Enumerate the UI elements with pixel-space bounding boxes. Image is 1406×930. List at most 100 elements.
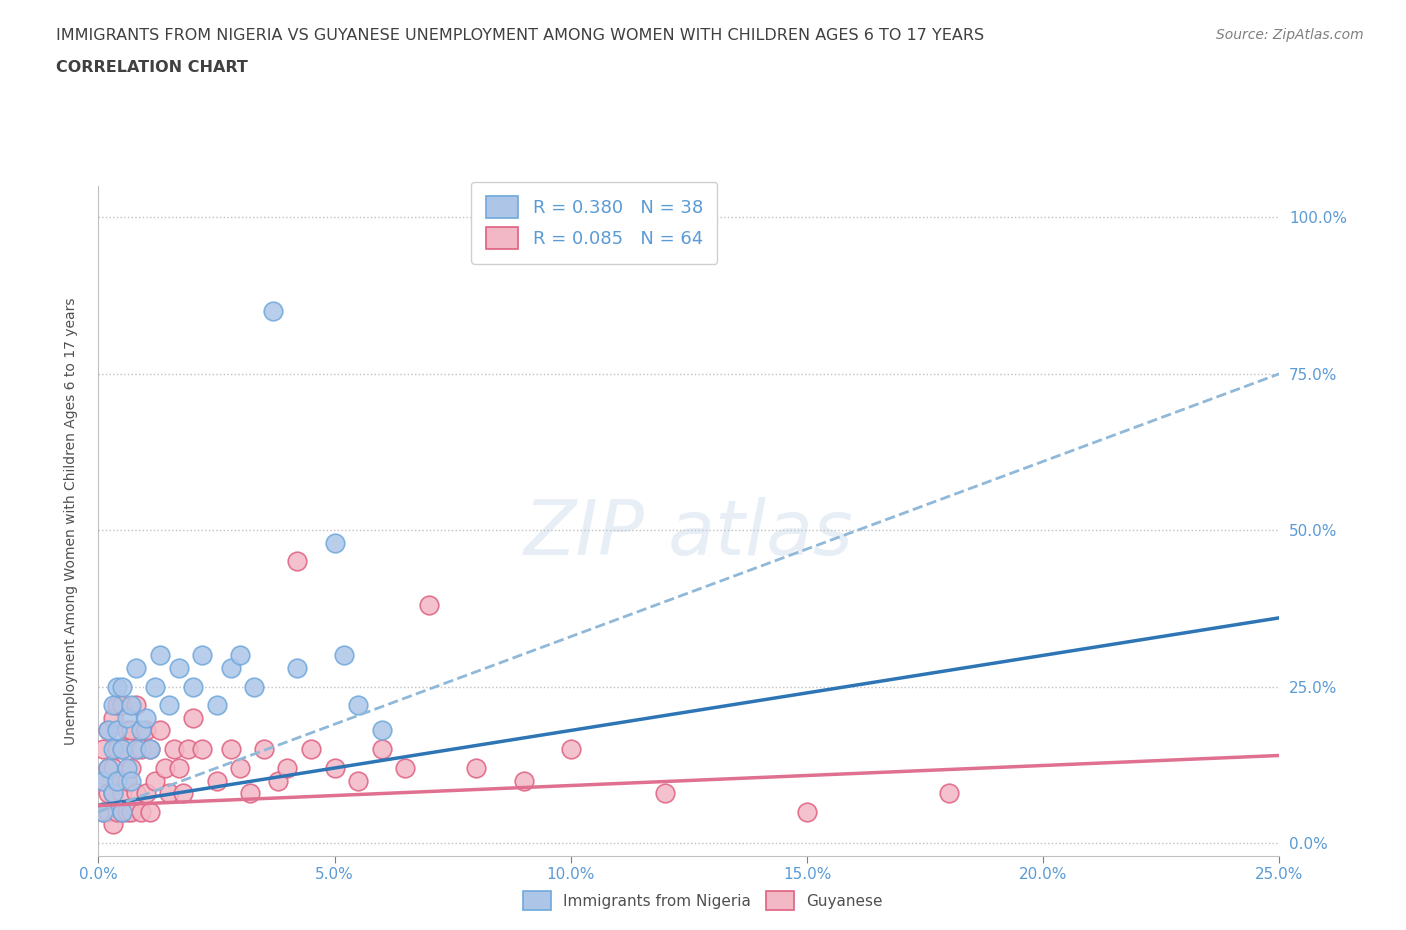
Point <box>101 698 124 713</box>
Point <box>101 786 124 801</box>
Point <box>229 761 252 776</box>
Point <box>121 761 143 776</box>
Point <box>253 742 276 757</box>
Point <box>105 804 128 819</box>
Point <box>121 804 143 819</box>
Point <box>91 773 114 788</box>
Text: Source: ZipAtlas.com: Source: ZipAtlas.com <box>1216 28 1364 42</box>
Point <box>139 804 162 819</box>
Point <box>105 742 128 757</box>
Point <box>205 698 228 713</box>
Point <box>299 742 322 757</box>
Point <box>285 660 308 675</box>
Point <box>135 786 157 801</box>
Point <box>111 679 134 694</box>
Point <box>394 761 416 776</box>
Text: IMMIGRANTS FROM NIGERIA VS GUYANESE UNEMPLOYMENT AMONG WOMEN WITH CHILDREN AGES : IMMIGRANTS FROM NIGERIA VS GUYANESE UNEM… <box>56 28 984 43</box>
Point <box>177 742 200 757</box>
Point <box>91 804 114 819</box>
Point <box>121 773 143 788</box>
Point <box>125 742 148 757</box>
Point <box>323 761 346 776</box>
Point <box>121 723 143 737</box>
Point <box>181 679 204 694</box>
Point <box>938 786 960 801</box>
Point <box>512 773 534 788</box>
Point <box>347 773 370 788</box>
Point <box>135 711 157 725</box>
Point <box>101 761 124 776</box>
Point <box>333 648 356 663</box>
Point <box>105 773 128 788</box>
Point <box>125 660 148 675</box>
Point <box>125 786 148 801</box>
Point <box>111 804 134 819</box>
Point <box>121 698 143 713</box>
Point <box>115 711 138 725</box>
Point <box>243 679 266 694</box>
Text: CORRELATION CHART: CORRELATION CHART <box>56 60 247 75</box>
Text: ZIP atlas: ZIP atlas <box>524 498 853 571</box>
Point <box>172 786 194 801</box>
Point <box>796 804 818 819</box>
Point <box>262 304 284 319</box>
Point <box>205 773 228 788</box>
Point <box>191 648 214 663</box>
Point <box>143 679 166 694</box>
Point <box>267 773 290 788</box>
Point <box>97 804 120 819</box>
Point <box>229 648 252 663</box>
Point <box>371 723 394 737</box>
Legend: Immigrants from Nigeria, Guyanese: Immigrants from Nigeria, Guyanese <box>516 884 890 918</box>
Point <box>371 742 394 757</box>
Point <box>91 742 114 757</box>
Point <box>125 698 148 713</box>
Point <box>149 648 172 663</box>
Point <box>135 723 157 737</box>
Point <box>101 817 124 831</box>
Point <box>129 723 152 737</box>
Point <box>111 742 134 757</box>
Point <box>167 660 190 675</box>
Point <box>91 804 114 819</box>
Point <box>129 742 152 757</box>
Point <box>125 742 148 757</box>
Point <box>101 742 124 757</box>
Point <box>191 742 214 757</box>
Point <box>139 742 162 757</box>
Point <box>97 723 120 737</box>
Point <box>143 773 166 788</box>
Point <box>239 786 262 801</box>
Point <box>111 742 134 757</box>
Point <box>97 786 120 801</box>
Point <box>101 711 124 725</box>
Point <box>105 698 128 713</box>
Point <box>105 723 128 737</box>
Legend: R = 0.380   N = 38, R = 0.085   N = 64: R = 0.380 N = 38, R = 0.085 N = 64 <box>471 181 717 263</box>
Point <box>111 786 134 801</box>
Point <box>654 786 676 801</box>
Point <box>115 723 138 737</box>
Point <box>101 786 124 801</box>
Point <box>139 742 162 757</box>
Point <box>91 773 114 788</box>
Point <box>163 742 186 757</box>
Point <box>418 598 440 613</box>
Point <box>157 786 180 801</box>
Point <box>285 554 308 569</box>
Point <box>157 698 180 713</box>
Point <box>115 773 138 788</box>
Point <box>115 761 138 776</box>
Point <box>105 679 128 694</box>
Point <box>560 742 582 757</box>
Point <box>111 804 134 819</box>
Point <box>97 761 120 776</box>
Point <box>115 804 138 819</box>
Point <box>129 804 152 819</box>
Point <box>97 761 120 776</box>
Y-axis label: Unemployment Among Women with Children Ages 6 to 17 years: Unemployment Among Women with Children A… <box>63 297 77 745</box>
Point <box>105 773 128 788</box>
Point <box>323 536 346 551</box>
Point <box>347 698 370 713</box>
Point <box>167 761 190 776</box>
